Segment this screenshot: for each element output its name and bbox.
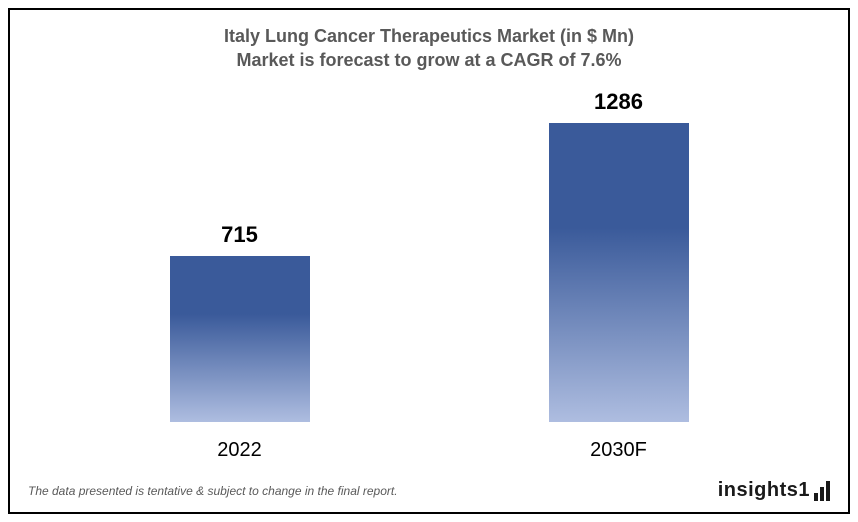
- bar-rect-2022: [170, 256, 310, 422]
- chart-container: Italy Lung Cancer Therapeutics Market (i…: [8, 8, 850, 514]
- bar-2030f: 1286: [429, 89, 808, 422]
- footer: The data presented is tentative & subjec…: [28, 479, 830, 502]
- bar-value-2022: 715: [221, 222, 258, 248]
- x-axis: 2022 2030F: [50, 439, 808, 462]
- outer-frame: Italy Lung Cancer Therapeutics Market (i…: [0, 0, 858, 522]
- disclaimer-text: The data presented is tentative & subjec…: [28, 484, 398, 498]
- plot-area: 715 1286: [50, 100, 808, 422]
- bar-value-2030f: 1286: [594, 89, 643, 115]
- logo-bars-icon: [814, 481, 830, 501]
- x-label-2022: 2022: [50, 439, 429, 462]
- logo-text: insights1: [718, 479, 810, 502]
- chart-title: Italy Lung Cancer Therapeutics Market (i…: [10, 10, 848, 73]
- insights10-logo: insights1: [718, 479, 830, 502]
- bars-group: 715 1286: [50, 100, 808, 422]
- title-line-2: Market is forecast to grow at a CAGR of …: [10, 48, 848, 72]
- title-line-1: Italy Lung Cancer Therapeutics Market (i…: [10, 24, 848, 48]
- bar-2022: 715: [50, 222, 429, 422]
- bar-rect-2030f: [549, 123, 689, 422]
- x-label-2030f: 2030F: [429, 439, 808, 462]
